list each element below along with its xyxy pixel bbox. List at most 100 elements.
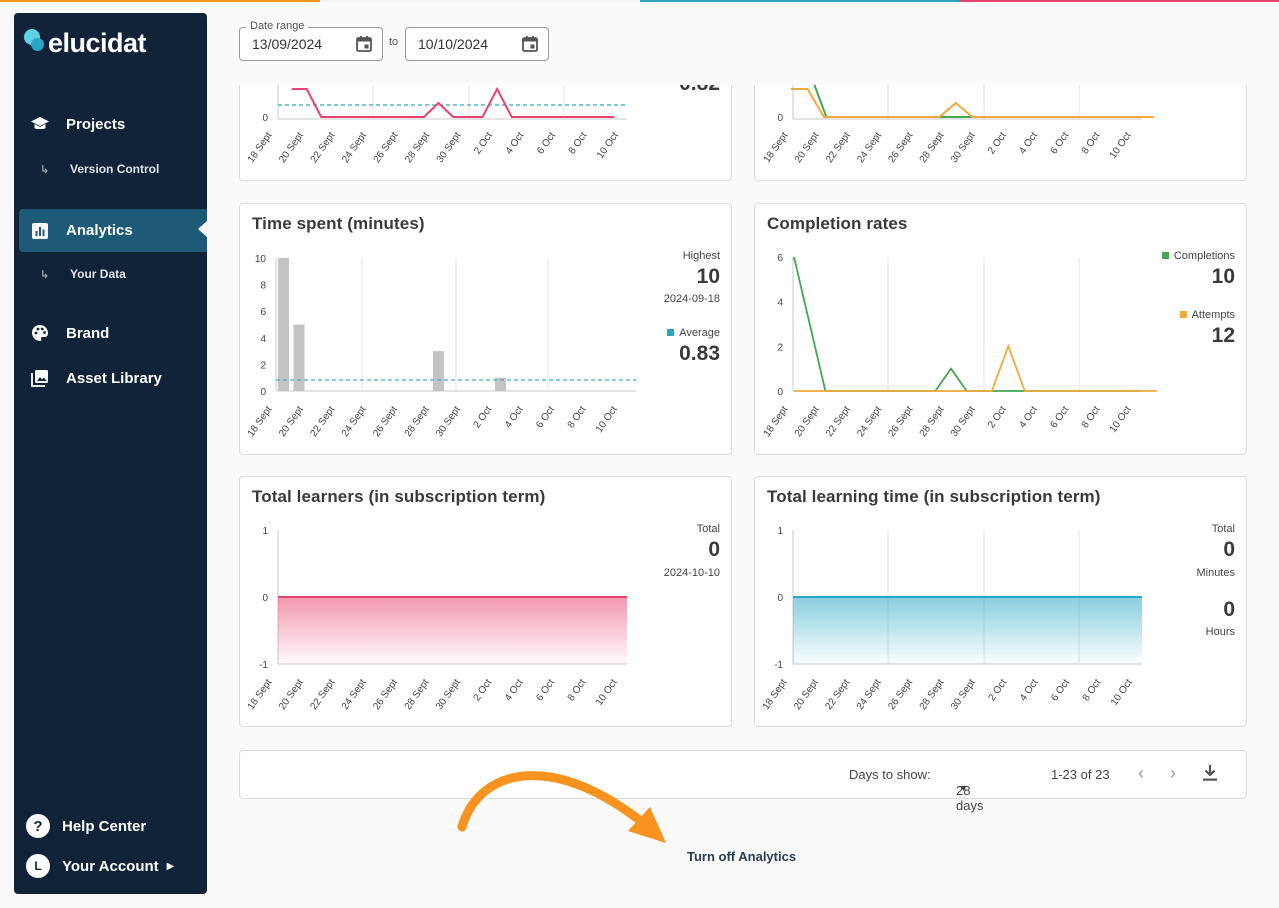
legend-label: Average (679, 327, 720, 339)
x-tick-label: 4 Oct (504, 130, 527, 156)
x-tick-label: 10 Oct (594, 677, 620, 708)
account-avatar: L (26, 854, 50, 878)
series-line-completions (793, 256, 1140, 392)
stat-value: 0.83 (679, 342, 720, 365)
area-fill (278, 597, 627, 664)
y-tick-label: 8 (260, 281, 266, 292)
sidebar-subitem-version-control[interactable]: ↳ Version Control (14, 157, 207, 181)
y-tick-label: 0 (777, 387, 783, 398)
active-indicator (198, 221, 207, 237)
y-tick-label: -1 (259, 660, 268, 671)
x-tick-label: 10 Oct (1108, 130, 1134, 161)
y-tick-label: 1 (262, 526, 268, 537)
x-tick-label: 22 Sept (824, 404, 853, 439)
sidebar-item-analytics[interactable]: Analytics (19, 209, 207, 252)
sidebar-item-projects[interactable]: Projects (14, 104, 207, 144)
y-tick-label: 0 (262, 113, 268, 124)
analytics-chart-icon (30, 221, 50, 241)
date-from-value: 13/09/2024 (252, 36, 323, 52)
x-tick-label: 26 Sept (371, 677, 400, 712)
x-tick-label: 30 Sept (434, 677, 463, 712)
stat-date: 2024-09-18 (663, 293, 720, 305)
area-fill (793, 597, 1142, 664)
x-tick-label: 22 Sept (823, 677, 852, 712)
x-tick-label: 28 Sept (918, 677, 947, 712)
stat-label: Total (1211, 523, 1235, 535)
stat-label-average: Average (667, 327, 720, 339)
date-to-value: 10/10/2024 (418, 36, 489, 52)
x-tick-label: 2 Oct (987, 677, 1010, 703)
x-tick-label: 18 Sept (246, 404, 275, 439)
learning-time-chart: 10-118 Sept 20 Sept 22 Sept 24 Sept 26 Sept 2… (761, 526, 1142, 712)
stat-value: 10 (1211, 265, 1235, 288)
x-tick-label: 24 Sept (855, 130, 884, 165)
x-tick-label: 10 Oct (594, 404, 620, 435)
x-tick-label: 26 Sept (371, 404, 400, 439)
next-page-icon[interactable]: › (1170, 763, 1176, 783)
stat-label: Highest (682, 250, 720, 262)
sidebar-item-label: Brand (66, 324, 110, 342)
x-tick-label: 24 Sept (855, 404, 884, 439)
legend-attempts: Attempts (1179, 309, 1235, 321)
x-tick-label: 30 Sept (435, 130, 464, 165)
date-from-field[interactable]: 13/09/2024 (239, 27, 383, 61)
x-tick-label: 18 Sept (762, 404, 791, 439)
x-tick-label: 6 Oct (535, 130, 558, 156)
elucidat-logo[interactable]: elucidat (24, 23, 147, 63)
legend-swatch (1161, 252, 1169, 259)
x-tick-label: 26 Sept (886, 130, 915, 165)
stat-unit: Hours (1205, 626, 1235, 638)
stat-value: 12 (1211, 324, 1235, 347)
chart-card-time-spent: Time spent (minutes) 10 8 6 4 2 0 18 Sept 20 Se… (239, 203, 732, 455)
y-tick-label: 1 (777, 526, 783, 537)
x-tick-label: 10 Oct (1109, 677, 1135, 708)
bar (278, 258, 289, 391)
x-tick-label: 4 Oct (503, 677, 526, 703)
calendar-icon[interactable] (521, 35, 539, 58)
x-tick-label: 20 Sept (792, 677, 821, 712)
x-tick-label: 2 Oct (472, 677, 495, 703)
x-tick-label: 8 Oct (566, 404, 589, 430)
x-tick-label: 20 Sept (277, 130, 306, 165)
caret-right-icon: ▶ (166, 860, 175, 872)
x-tick-label: 8 Oct (566, 677, 589, 703)
x-tick-label: 30 Sept (949, 677, 978, 712)
sidebar-subitem-your-data[interactable]: ↳ Your Data (14, 262, 207, 286)
days-select-value: 28 days (956, 783, 984, 813)
series-line (292, 86, 615, 118)
your-account-link[interactable]: L Your Account ▶ (26, 853, 174, 879)
x-tick-label: 24 Sept (340, 677, 369, 712)
stat-value: 0 (1223, 598, 1235, 621)
chart-card-completion-rates: Completion rates 6 4 2 0 18 Sept 20 Sept 22 Se… (754, 203, 1247, 455)
help-icon: ? (26, 814, 50, 838)
x-tick-label: 6 Oct (534, 404, 557, 430)
graduation-cap-icon (30, 114, 50, 134)
sidebar-item-brand[interactable]: Brand (14, 313, 207, 353)
date-range-to: to (389, 36, 399, 48)
turn-off-analytics-link[interactable]: Turn off Analytics (687, 849, 797, 864)
top-right-chart: 0 18 Sept 20 Sept 22 Sept 24 Sept 26 Sept 28 S… (762, 85, 1154, 165)
logo-mark-icon (24, 29, 48, 57)
top-accent-bar (0, 0, 1279, 2)
y-tick-label: 0 (262, 593, 268, 604)
prev-page-icon[interactable]: ‹ (1138, 763, 1144, 783)
card-title: Time spent (minutes) (252, 214, 425, 233)
x-tick-label: 6 Oct (534, 677, 557, 703)
date-to-field[interactable]: 10/10/2024 (405, 27, 549, 61)
x-tick-label: 2 Oct (986, 130, 1009, 156)
calendar-icon[interactable] (355, 35, 373, 58)
top-left-stat: 0.82 (679, 85, 720, 96)
y-tick-label: 6 (260, 307, 266, 318)
download-icon[interactable] (1202, 764, 1218, 785)
x-tick-label: 6 Oct (1049, 130, 1072, 156)
x-tick-label: 22 Sept (824, 130, 853, 165)
legend-label: Completions (1173, 250, 1235, 262)
sidebar-subitem-label: Your Data (70, 267, 126, 281)
x-tick-label: 24 Sept (340, 404, 369, 439)
annotation-arrow (457, 771, 666, 843)
sidebar-item-asset-library[interactable]: Asset Library (14, 358, 207, 398)
x-tick-label: 26 Sept (372, 130, 401, 165)
y-tick-label: 0 (260, 387, 266, 398)
table-pagination: Days to show: 28 days ▼ 1-23 of 23 ‹ › (239, 750, 1247, 813)
help-center-link[interactable]: ? Help Center (26, 813, 146, 839)
